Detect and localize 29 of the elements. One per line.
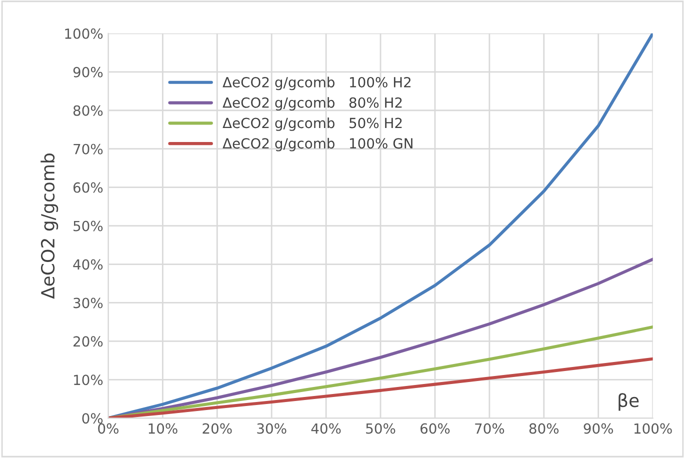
y-tick-label: 60%	[73, 182, 103, 193]
x-tick-label: 20%	[202, 423, 232, 434]
x-tick-label: 40%	[311, 423, 341, 434]
x-axis-title: βe	[618, 393, 639, 411]
x-tick-label: 0%	[98, 423, 118, 434]
x-tick-label: 70%	[475, 423, 504, 434]
y-axis-title: ΔeCO2 g/gcomb	[40, 154, 58, 299]
x-tick-label: 90%	[584, 423, 614, 434]
y-tick-label: 0%	[82, 413, 103, 424]
x-tick-label: 60%	[420, 423, 450, 434]
x-tick-label: 50%	[366, 423, 396, 434]
legend-label: ΔeCO2 g/gcomb 50% H2	[222, 117, 402, 131]
y-tick-label: 10%	[74, 374, 103, 386]
y-tick-label: 50%	[74, 220, 103, 232]
y-tick-label: 40%	[73, 259, 103, 270]
y-tick-label: 20%	[74, 336, 103, 347]
y-tick-label: 100%	[65, 28, 103, 39]
x-tick-label: 10%	[148, 423, 178, 434]
y-tick-label: 70%	[74, 144, 103, 154]
legend-label: ΔeCO2 g/gcomb 100% H2	[222, 76, 410, 90]
x-tick-label: 100%	[634, 423, 672, 434]
y-tick-label: 30%	[74, 298, 103, 308]
line-series	[108, 33, 653, 418]
x-tick-label: 80%	[529, 423, 559, 434]
x-tick-label: 30%	[257, 423, 286, 434]
y-tick-label: 90%	[73, 66, 103, 78]
legend-label: ΔeCO2 g/gcomb 80% H2	[222, 97, 402, 111]
legend-label: ΔeCO2 g/gcomb 100% GN	[222, 138, 412, 152]
y-tick-label: 80%	[73, 105, 103, 116]
